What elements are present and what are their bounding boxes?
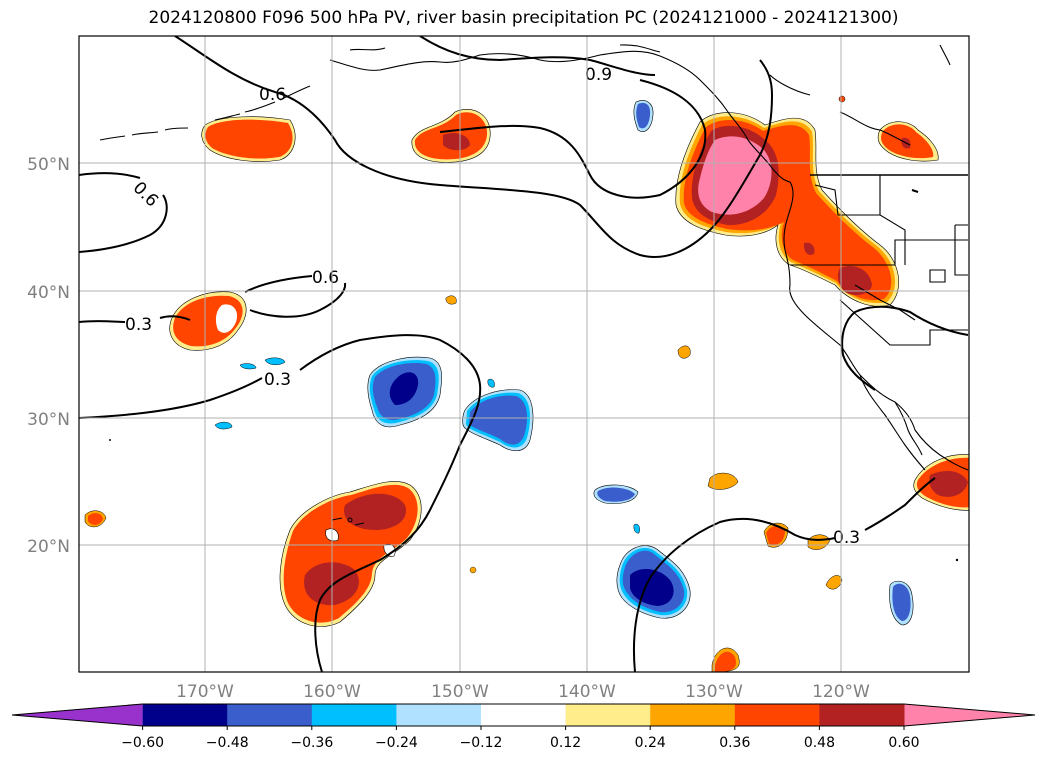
colorbar-tick-label: −0.36 bbox=[290, 735, 333, 751]
colorbar-bin bbox=[481, 704, 567, 726]
contour-label: 0.6 bbox=[312, 268, 339, 288]
gridlines bbox=[79, 36, 969, 672]
lon-label: 130°W bbox=[685, 682, 743, 702]
colorbar-bin bbox=[819, 704, 905, 726]
coastlines bbox=[99, 44, 969, 471]
colorbar-tick-label: −0.60 bbox=[121, 735, 164, 751]
colorbar-tick-label: −0.48 bbox=[206, 735, 249, 751]
lon-label: 120°W bbox=[812, 682, 870, 702]
lon-label: 160°W bbox=[303, 682, 361, 702]
colorbar-bin bbox=[565, 704, 651, 726]
latitude-labels: 50°N 40°N 30°N 20°N bbox=[27, 155, 70, 557]
contour-label: 0.9 bbox=[585, 65, 612, 85]
lon-label: 170°W bbox=[176, 682, 234, 702]
lat-label: 50°N bbox=[27, 155, 70, 175]
colorbar-bin bbox=[650, 704, 736, 726]
colorbar-extend-max bbox=[904, 704, 1035, 726]
contour-label: 0.3 bbox=[264, 370, 291, 390]
lon-label: 140°W bbox=[558, 682, 616, 702]
colorbar-tick-label: 0.48 bbox=[804, 735, 835, 751]
colorbar-bin bbox=[734, 704, 820, 726]
colorbar-tick-label: −0.12 bbox=[460, 735, 503, 751]
colorbar-tick-label: −0.24 bbox=[375, 735, 418, 751]
colorbar-tick-label: 0.12 bbox=[550, 735, 581, 751]
positive-pc-regions bbox=[84, 95, 969, 672]
colorbar: −0.60 −0.48 −0.36 −0.24 −0.12 0.12 0.24 0.36 0.4… bbox=[11, 703, 1036, 751]
colorbar-bin bbox=[311, 704, 397, 726]
negative-pc-regions bbox=[214, 100, 914, 626]
colorbar-extend-min bbox=[12, 704, 143, 726]
longitude-labels: 170°W 160°W 150°W 140°W 130°W 120°W bbox=[176, 682, 870, 702]
contour-label: 0.6 bbox=[259, 85, 286, 105]
lon-label: 150°W bbox=[431, 682, 489, 702]
colorbar-tick-label: 0.24 bbox=[635, 735, 666, 751]
colorbar-tick-label: 0.36 bbox=[719, 735, 750, 751]
contour-label: 0.3 bbox=[125, 315, 152, 335]
lat-label: 30°N bbox=[27, 410, 70, 430]
colorbar-tick-label: 0.60 bbox=[888, 735, 919, 751]
hawaii-islands bbox=[331, 517, 365, 526]
map-title: 2024120800 F096 500 hPa PV, river basin … bbox=[148, 8, 899, 28]
map-frame bbox=[78, 35, 970, 673]
contour-label: 0.3 bbox=[833, 528, 860, 548]
colorbar-bin bbox=[396, 704, 482, 726]
colorbar-bin bbox=[142, 704, 228, 726]
lat-label: 20°N bbox=[27, 537, 70, 557]
colorbar-bin bbox=[227, 704, 313, 726]
lat-label: 40°N bbox=[27, 283, 70, 303]
